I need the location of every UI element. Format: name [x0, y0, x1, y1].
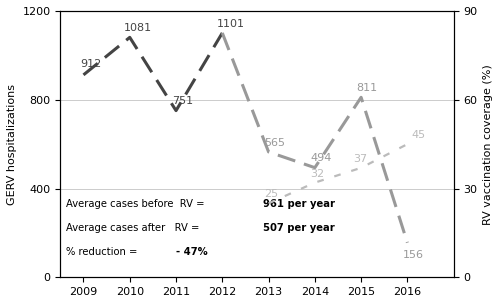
Text: % reduction =: % reduction =: [66, 247, 144, 257]
Text: 156: 156: [403, 250, 424, 260]
Text: 751: 751: [172, 96, 194, 106]
Text: 37: 37: [353, 154, 367, 164]
Text: 565: 565: [264, 138, 285, 148]
Text: 912: 912: [80, 59, 101, 69]
Text: Average cases after   RV =: Average cases after RV =: [66, 223, 202, 233]
Y-axis label: RV vaccination coverage (%): RV vaccination coverage (%): [483, 64, 493, 225]
Text: 494: 494: [310, 154, 332, 164]
Text: 811: 811: [356, 83, 378, 93]
Text: 507 per year: 507 per year: [264, 223, 335, 233]
Text: 32: 32: [310, 169, 324, 179]
Text: 45: 45: [411, 130, 425, 140]
Text: 25: 25: [264, 189, 278, 199]
Text: 1101: 1101: [216, 19, 244, 29]
Y-axis label: GERV hospitalizations: GERV hospitalizations: [7, 84, 17, 205]
Text: 1081: 1081: [124, 23, 152, 33]
Text: - 47%: - 47%: [176, 247, 208, 257]
Text: 961 per year: 961 per year: [264, 199, 336, 209]
Text: Average cases before  RV =: Average cases before RV =: [66, 199, 208, 209]
